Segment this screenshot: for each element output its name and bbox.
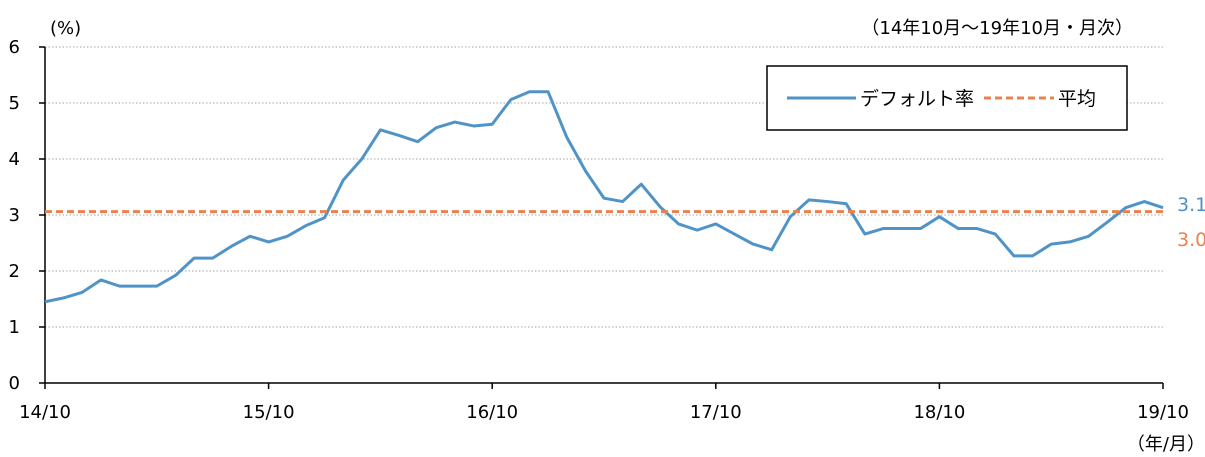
x-unit-label: （年/月） (1127, 434, 1205, 455)
series-line-default-rate (44, 90, 1164, 304)
y-tick-label: 6 (9, 37, 20, 58)
y-tick-label: 5 (9, 93, 20, 114)
x-tick-label: 16/10 (466, 402, 518, 423)
x-tick-label: 15/10 (243, 402, 295, 423)
y-unit-label: (%) (50, 18, 81, 39)
y-axis-ticks: 0 1 2 3 4 5 6 (9, 37, 45, 394)
x-tick-label: 18/10 (913, 402, 965, 423)
x-axis-ticks: 14/10 15/10 16/10 17/10 18/10 19/10 (19, 383, 1189, 423)
legend-label-average: 平均 (1058, 88, 1096, 110)
series-layer (44, 90, 1164, 304)
legend: デフォルト率 平均 (766, 65, 1128, 131)
x-tick-label: 14/10 (19, 402, 71, 423)
y-tick-label: 3 (9, 205, 20, 226)
y-tick-label: 2 (9, 261, 20, 282)
x-tick-label: 19/10 (1137, 402, 1189, 423)
end-label-default-rate: 3.1 (1177, 194, 1205, 216)
end-label-average: 3.0 (1177, 229, 1205, 251)
y-tick-label: 4 (9, 149, 20, 170)
period-note: （14年10月～19年10月・月次） (861, 18, 1133, 39)
y-tick-label: 0 (9, 373, 20, 394)
x-tick-label: 17/10 (690, 402, 742, 423)
y-tick-label: 1 (9, 317, 20, 338)
legend-label-default-rate: デフォルト率 (860, 88, 974, 110)
